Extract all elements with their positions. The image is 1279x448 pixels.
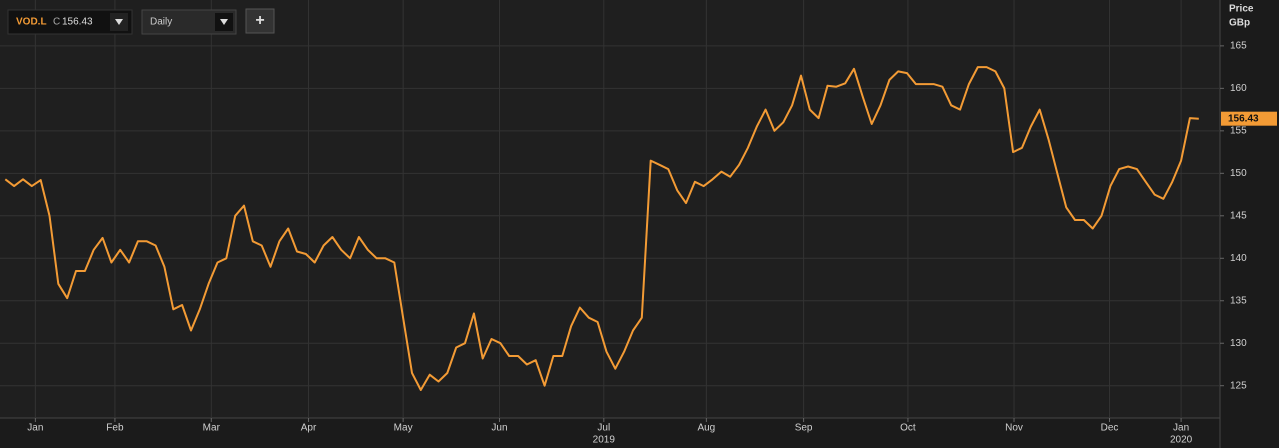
price-axis-area	[1220, 0, 1279, 448]
y-tick-label: 160	[1230, 83, 1247, 94]
year-label: 2019	[593, 435, 616, 446]
x-tick-label: Mar	[203, 423, 221, 434]
last-price-label: 156.43	[1228, 113, 1259, 124]
x-tick-label: Aug	[697, 423, 715, 434]
year-label: 2020	[1170, 435, 1193, 446]
dropdown-arrow	[115, 19, 123, 25]
x-tick-label: Apr	[301, 423, 317, 434]
y-axis-unit: GBp	[1229, 18, 1250, 29]
last-price-box	[1221, 111, 1277, 126]
close-value: 156.43	[62, 17, 93, 28]
x-tick-label: Jul	[597, 423, 610, 434]
price-line	[4, 66, 1199, 391]
x-tick-label: Jan	[1173, 423, 1189, 434]
y-axis-label: Price	[1229, 4, 1254, 15]
add-button-label: +	[255, 12, 264, 29]
y-tick-label: 155	[1230, 125, 1247, 136]
close-prefix: C	[53, 17, 60, 28]
y-tick-label: 145	[1230, 210, 1247, 221]
y-tick-label: 150	[1230, 168, 1247, 179]
x-tick-label: Jun	[491, 423, 507, 434]
add-button[interactable]	[245, 8, 275, 34]
y-tick-label: 135	[1230, 295, 1247, 306]
x-tick-label: Jan	[27, 423, 43, 434]
x-tick-label: Nov	[1005, 423, 1023, 434]
y-tick-label: 165	[1230, 41, 1247, 52]
grid	[0, 0, 1220, 418]
y-tick-label: 140	[1230, 253, 1247, 264]
x-tick-label: Dec	[1101, 423, 1119, 434]
x-tick-label: Feb	[106, 423, 124, 434]
plot-area	[0, 0, 1220, 418]
interval: Daily	[150, 17, 172, 28]
x-tick-label: Oct	[900, 423, 916, 434]
y-tick-label: 125	[1230, 380, 1247, 391]
y-tick-label: 130	[1230, 338, 1247, 349]
dropdown-arrow	[220, 19, 228, 25]
x-tick-label: May	[394, 423, 413, 434]
interval-box[interactable]: Daily	[141, 9, 237, 35]
symbol-box[interactable]: VOD.L C 156.43	[7, 9, 133, 35]
x-tick-label: Sep	[795, 423, 813, 434]
ticker: VOD.L	[16, 17, 47, 28]
